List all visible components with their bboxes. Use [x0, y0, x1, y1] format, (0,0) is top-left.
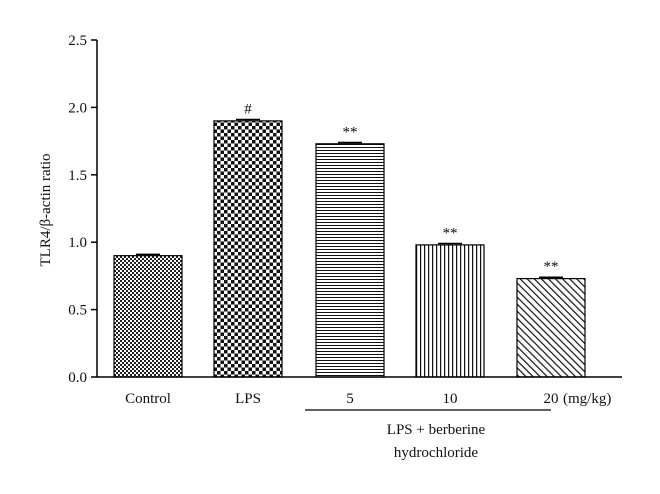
significance-mark: ** — [544, 259, 559, 275]
group-label-line2: hydrochloride — [394, 445, 478, 461]
unit-label: (mg/kg) — [563, 391, 611, 407]
y-tick-label: 1.0 — [68, 235, 87, 251]
x-tick-label: 10 — [443, 391, 458, 407]
y-axis-ticks: 0.0 0.5 1.0 1.5 2.0 2.5 — [68, 33, 97, 386]
bar — [415, 244, 485, 378]
significance-mark: ** — [443, 226, 458, 242]
y-tick-label: 2.0 — [68, 100, 87, 116]
y-tick-label: 0.0 — [68, 370, 87, 386]
bar — [315, 143, 385, 378]
bars: # ** ** ** — [113, 102, 586, 378]
x-tick-label: 5 — [346, 391, 354, 407]
bar — [113, 255, 183, 378]
x-axis-labels: Control LPS 5 10 20 — [125, 391, 558, 407]
y-axis-title: TLR4/β-actin ratio — [38, 153, 54, 266]
group-label-line1: LPS + berberine — [387, 422, 486, 438]
x-tick-label: 20 — [544, 391, 559, 407]
y-tick-label: 1.5 — [68, 168, 87, 184]
bar — [516, 277, 586, 378]
x-tick-label: LPS — [235, 391, 261, 407]
significance-mark: # — [244, 102, 252, 118]
y-tick-label: 0.5 — [68, 303, 87, 319]
x-tick-label: Control — [125, 391, 171, 407]
significance-mark: ** — [343, 124, 358, 140]
bar — [213, 120, 283, 378]
y-tick-label: 2.5 — [68, 33, 87, 49]
